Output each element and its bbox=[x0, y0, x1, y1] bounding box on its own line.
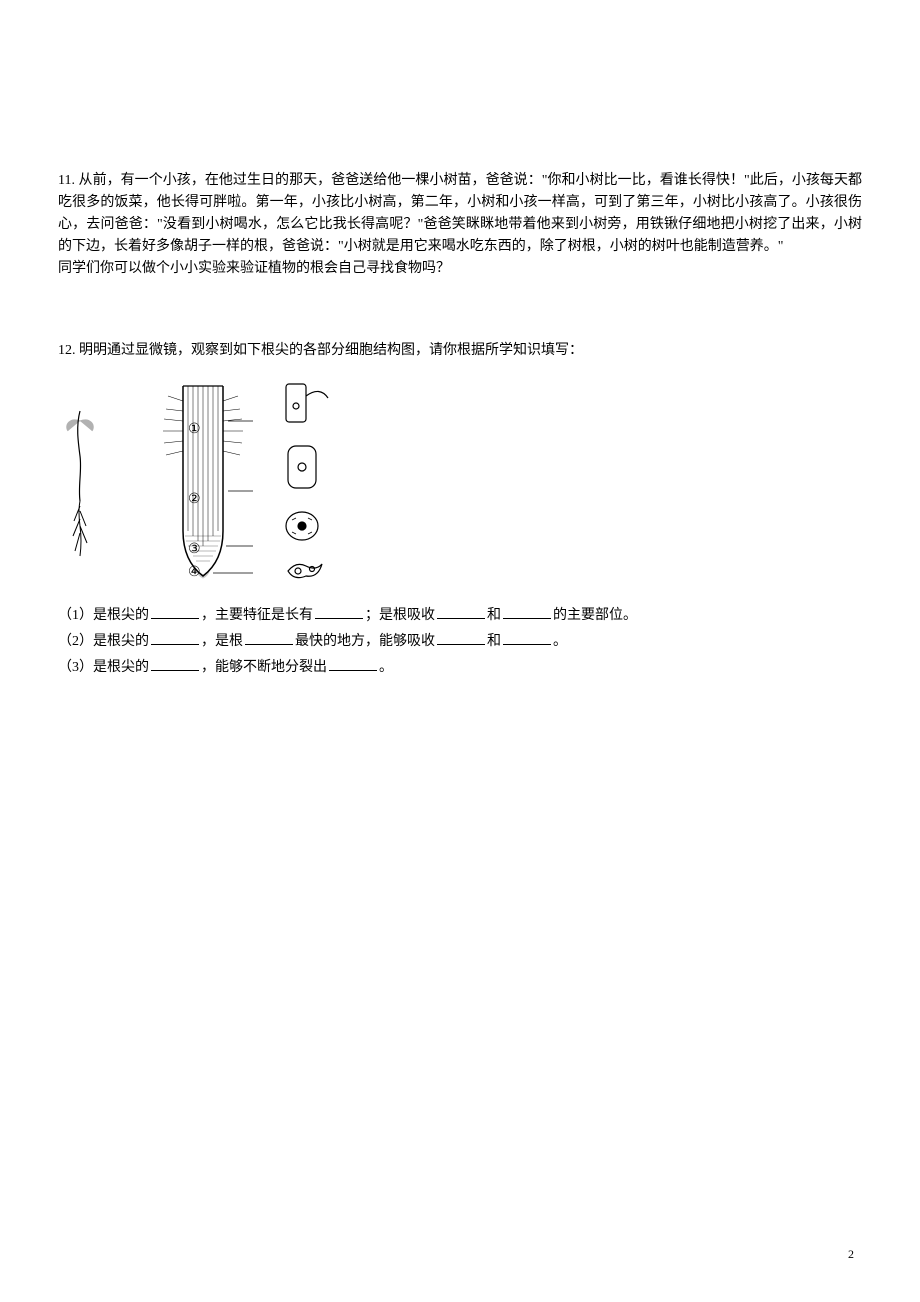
label-4: ④ bbox=[188, 564, 201, 581]
seedling-icon bbox=[58, 411, 103, 561]
q12-intro-line: 12. 明明通过显微镜，观察到如下根尖的各部分细胞结构图，请你根据所学知识填写： bbox=[58, 340, 862, 362]
sub-questions: （1）是根尖的，主要特征是长有；是根吸收和的主要部位。 （2）是根尖的，是根最快… bbox=[58, 604, 862, 680]
q12-intro-text: 明明通过显微镜，观察到如下根尖的各部分细胞结构图，请你根据所学知识填写： bbox=[79, 343, 583, 358]
blank bbox=[437, 605, 485, 619]
sq2-prefix: （2）是根尖的 bbox=[58, 634, 149, 649]
sq1-seg4: 和 bbox=[487, 608, 501, 623]
sub-q3: （3）是根尖的 ，能够不断地分裂出 。 bbox=[58, 656, 862, 680]
label-1: ① bbox=[188, 421, 201, 438]
q12-number: 12. bbox=[58, 343, 76, 358]
root-tip-diagram: ① ② ③ ④ bbox=[58, 376, 348, 586]
blank bbox=[151, 631, 199, 645]
sq3-seg3: 。 bbox=[379, 660, 393, 675]
blank bbox=[503, 605, 551, 619]
sq1-seg2: ，主要特征是长有 bbox=[201, 608, 313, 623]
blank bbox=[503, 631, 551, 645]
blank bbox=[245, 631, 293, 645]
blank bbox=[329, 657, 377, 671]
blank bbox=[315, 605, 363, 619]
sq1-seg5: 的主要部位。 bbox=[553, 608, 637, 623]
sub-q2: （2）是根尖的 ，是根 最快的地方，能够吸收 和 。 bbox=[58, 630, 862, 654]
label-3: ③ bbox=[188, 541, 201, 558]
question-12: 12. 明明通过显微镜，观察到如下根尖的各部分细胞结构图，请你根据所学知识填写： bbox=[58, 340, 862, 680]
sq3-prefix: （3）是根尖的 bbox=[58, 660, 149, 675]
sq1-seg3: ；是根吸收 bbox=[365, 608, 435, 623]
sq2-seg5: 。 bbox=[553, 634, 567, 649]
sub-q1: （1）是根尖的 ，主要特征是长有 ；是根吸收 和 的主要部位。 bbox=[58, 604, 862, 628]
blank bbox=[437, 631, 485, 645]
page-number: 2 bbox=[848, 1247, 854, 1262]
root-longitudinal-icon bbox=[158, 381, 248, 581]
q11-body: 从前，有一个小孩，在他过生日的那天，爸爸送给他一棵小树苗，爸爸说："你和小树比一… bbox=[58, 173, 862, 254]
sq2-seg3: 最快的地方，能够吸收 bbox=[295, 634, 435, 649]
label-2: ② bbox=[188, 491, 201, 508]
cell-details-icon bbox=[278, 376, 338, 586]
blank bbox=[151, 605, 199, 619]
q11-text: 11. 从前，有一个小孩，在他过生日的那天，爸爸送给他一棵小树苗，爸爸说："你和… bbox=[58, 170, 862, 258]
q11-followup: 同学们你可以做个小小实验来验证植物的根会自己寻找食物吗？ bbox=[58, 258, 862, 280]
question-11: 11. 从前，有一个小孩，在他过生日的那天，爸爸送给他一棵小树苗，爸爸说："你和… bbox=[58, 170, 862, 280]
sq2-seg4: 和 bbox=[487, 634, 501, 649]
sq3-seg2: ，能够不断地分裂出 bbox=[201, 660, 327, 675]
sq1-prefix: （1）是根尖的 bbox=[58, 608, 149, 623]
q11-number: 11. bbox=[58, 173, 75, 188]
sq2-seg2: ，是根 bbox=[201, 634, 243, 649]
blank bbox=[151, 657, 199, 671]
